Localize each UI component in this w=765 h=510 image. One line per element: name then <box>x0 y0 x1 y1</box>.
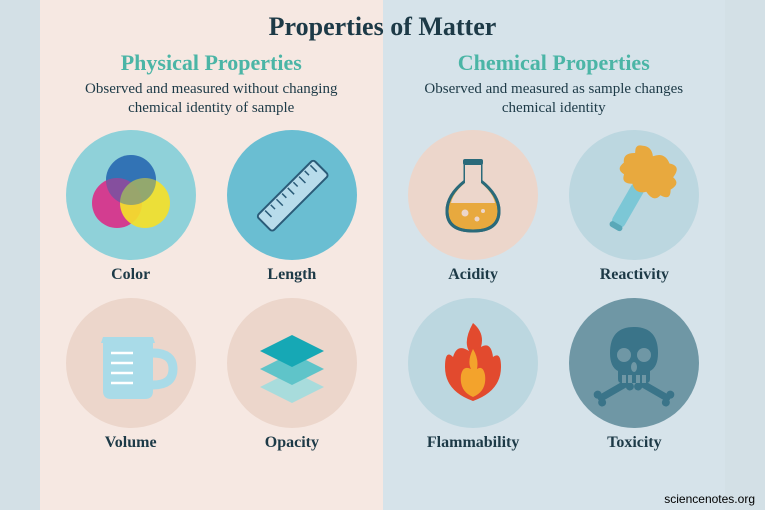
item-acidity: Acidity <box>408 130 538 284</box>
label-opacity: Opacity <box>265 434 319 452</box>
skull-icon <box>584 313 684 413</box>
chemical-panel: Chemical Properties Observed and measure… <box>383 0 726 510</box>
physical-grid: Color <box>55 130 368 452</box>
circle-opacity <box>227 298 357 428</box>
item-length: Length <box>227 130 357 284</box>
circle-volume <box>66 298 196 428</box>
label-acidity: Acidity <box>448 266 498 284</box>
cup-icon <box>81 313 181 413</box>
label-flammability: Flammability <box>427 434 519 452</box>
item-toxicity: Toxicity <box>569 298 699 452</box>
label-color: Color <box>111 266 150 284</box>
item-reactivity: Reactivity <box>569 130 699 284</box>
circle-toxicity <box>569 298 699 428</box>
physical-title: Physical Properties <box>55 50 368 76</box>
label-reactivity: Reactivity <box>600 266 669 284</box>
circle-reactivity <box>569 130 699 260</box>
chemical-desc: Observed and measured as sample changes … <box>398 80 711 118</box>
reaction-icon <box>579 140 689 250</box>
color-icon <box>81 145 181 245</box>
circle-flammability <box>408 298 538 428</box>
chemical-title: Chemical Properties <box>398 50 711 76</box>
physical-desc: Observed and measured without changing c… <box>55 80 368 118</box>
label-toxicity: Toxicity <box>607 434 662 452</box>
circle-acidity <box>408 130 538 260</box>
item-flammability: Flammability <box>408 298 538 452</box>
main-title: Properties of Matter <box>0 12 765 42</box>
label-length: Length <box>267 266 316 284</box>
circle-length <box>227 130 357 260</box>
flame-icon <box>423 313 523 413</box>
flask-icon <box>423 145 523 245</box>
layers-icon <box>242 313 342 413</box>
label-volume: Volume <box>105 434 157 452</box>
ruler-icon <box>237 140 347 250</box>
circle-color <box>66 130 196 260</box>
attribution: sciencenotes.org <box>664 492 755 506</box>
item-color: Color <box>66 130 196 284</box>
item-volume: Volume <box>66 298 196 452</box>
item-opacity: Opacity <box>227 298 357 452</box>
physical-panel: Physical Properties Observed and measure… <box>40 0 383 510</box>
infographic-canvas: Physical Properties Observed and measure… <box>40 0 725 510</box>
chemical-grid: Acidity Reactivity <box>398 130 711 452</box>
